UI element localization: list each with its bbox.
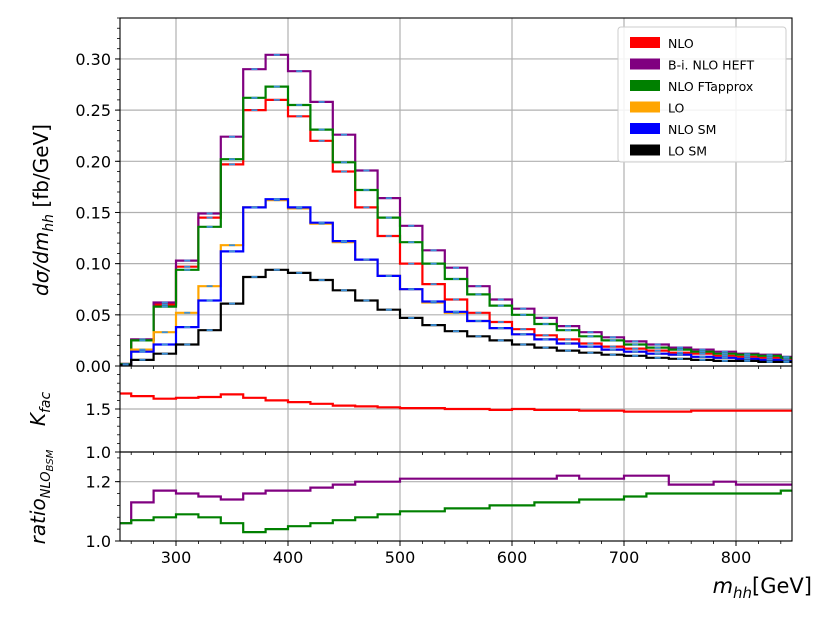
ratio-panel: 1.0 1.2 300 400 500 600 700 800: [86, 451, 793, 567]
main-y-axis-label-num: dσ/dm: [29, 232, 53, 296]
main-panel: 0.00 0.05 0.10 0.15 0.20 0.25 0.30: [75, 17, 793, 376]
y-tick-label: 0.15: [75, 203, 111, 222]
y-tick-label: 1.0: [86, 532, 111, 551]
legend-swatch: [630, 144, 660, 156]
kfac-y-axis-label-main: K: [26, 411, 50, 426]
x-tick-label: 300: [161, 548, 192, 567]
x-tick-label: 800: [721, 548, 752, 567]
x-tick-label: 600: [497, 548, 528, 567]
x-axis-label: mhh[GeV]: [713, 574, 812, 602]
series-line: [120, 392, 792, 413]
y-tick-label: 0.30: [75, 50, 111, 69]
y-tick-label: 1.5: [86, 400, 111, 419]
x-axis-label-main: m: [713, 574, 733, 598]
y-tick-label: 1.0: [86, 443, 111, 462]
y-tick-label: 0.10: [75, 255, 111, 274]
ratio-y-axis-label-main: ratio: [26, 498, 50, 544]
kfac-panel: 1.0 1.5: [86, 365, 793, 462]
legend-swatch: [630, 37, 660, 48]
series-line: [120, 474, 792, 525]
y-tick-label: 0.00: [75, 357, 111, 376]
series-line: [120, 268, 792, 367]
ratio-y-axis-label-sub: NLO: [39, 471, 54, 498]
x-tick-label: 400: [273, 548, 304, 567]
ratio-y-axis-label-subsub: BSM: [45, 449, 56, 471]
x-axis-label-unit: [GeV]: [752, 574, 812, 598]
legend-label: NLO: [668, 36, 694, 51]
y-tick-label: 0.20: [75, 152, 111, 171]
y-tick-label: 0.05: [75, 306, 111, 325]
legend-label: NLO FTapprox: [668, 79, 753, 94]
x-tick-label: 500: [385, 548, 416, 567]
legend-swatch: [630, 101, 660, 113]
x-axis-label-sub: hh: [733, 584, 752, 602]
kfac-y-axis-label-sub: fac: [38, 392, 54, 414]
ratio-y-axis-label: ratioNLOBSM: [26, 449, 56, 544]
series-line: [120, 489, 792, 534]
y-tick-label: 1.2: [86, 473, 111, 492]
y-tick-label: 0.25: [75, 101, 111, 120]
kfac-y-axis-label: Kfac: [26, 392, 54, 427]
legend-label: LO: [668, 101, 685, 116]
legend-label: NLO SM: [668, 122, 716, 137]
panel-frame: [119, 451, 793, 542]
legend-swatch: [630, 80, 660, 91]
main-y-axis-label-sub: hh: [41, 214, 57, 232]
legend-label: LO SM: [668, 144, 707, 159]
main-y-axis-label-unit: [fb/GeV]: [29, 124, 53, 214]
legend-label: B-i. NLO HEFT: [668, 58, 754, 73]
legend-swatch: [630, 123, 660, 134]
x-tick-label: 700: [609, 548, 640, 567]
main-y-axis-label: dσ/dmhh [fb/GeV]: [29, 124, 57, 296]
legend-swatch: [630, 58, 660, 70]
legend: NLO B-i. NLO HEFT NLO FTapprox LO NLO SM LO S…: [617, 26, 787, 163]
